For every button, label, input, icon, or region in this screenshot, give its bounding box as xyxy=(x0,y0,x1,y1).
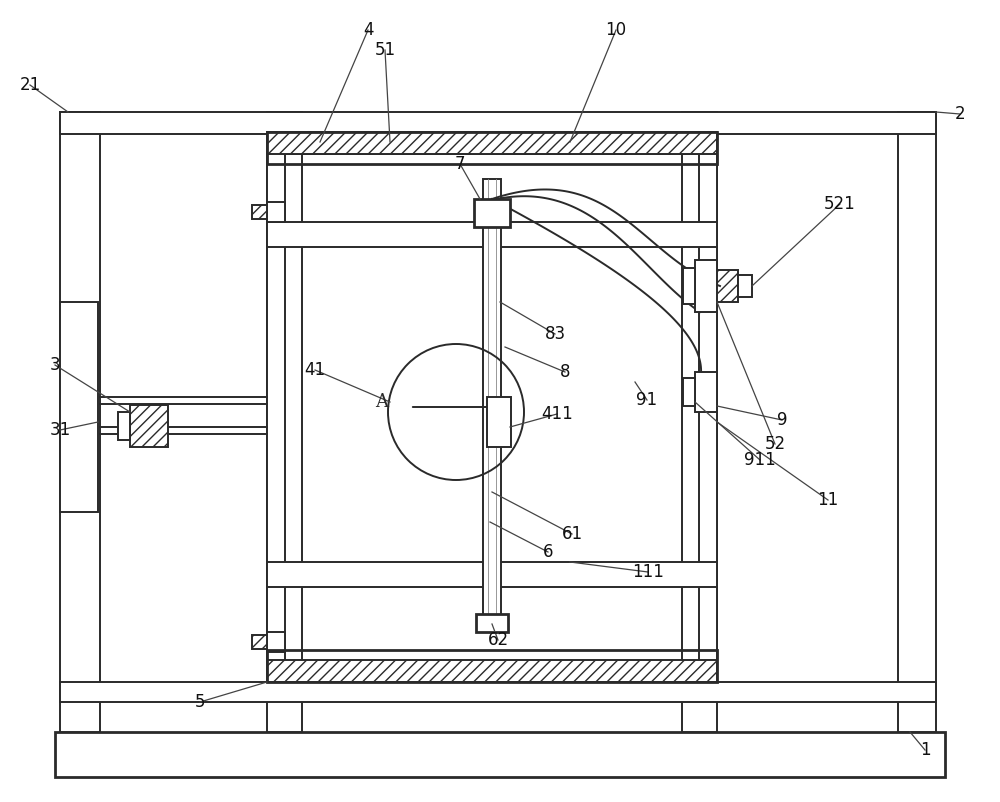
Text: 62: 62 xyxy=(487,631,509,649)
Text: 8: 8 xyxy=(560,363,570,381)
Bar xyxy=(695,260,717,312)
Bar xyxy=(683,268,695,304)
Bar xyxy=(267,202,285,222)
Bar xyxy=(476,614,508,632)
Bar xyxy=(55,732,945,777)
Text: 4: 4 xyxy=(363,21,373,39)
Text: 21: 21 xyxy=(19,76,41,94)
Text: 2: 2 xyxy=(955,105,965,123)
Text: 31: 31 xyxy=(49,421,71,439)
Bar xyxy=(267,222,717,247)
Bar xyxy=(898,112,936,732)
Text: 11: 11 xyxy=(817,491,839,509)
Text: 91: 91 xyxy=(636,391,658,409)
Text: 10: 10 xyxy=(605,21,627,39)
Bar xyxy=(60,112,936,134)
Bar xyxy=(252,635,267,649)
Text: 41: 41 xyxy=(304,361,326,379)
Text: 5: 5 xyxy=(195,693,205,711)
Bar xyxy=(483,179,501,624)
Bar xyxy=(700,270,738,302)
Text: A: A xyxy=(376,393,388,411)
Bar xyxy=(738,275,752,297)
Text: 1: 1 xyxy=(920,741,930,759)
Bar xyxy=(118,412,130,440)
Bar xyxy=(267,134,717,154)
Text: 7: 7 xyxy=(455,155,465,173)
Text: 6: 6 xyxy=(543,543,553,561)
Bar xyxy=(682,112,717,732)
Bar xyxy=(487,397,511,447)
Text: 111: 111 xyxy=(632,563,664,581)
Text: 61: 61 xyxy=(561,525,583,543)
Bar xyxy=(252,205,267,219)
Bar xyxy=(699,134,717,682)
Bar xyxy=(267,112,302,732)
Bar xyxy=(130,405,168,447)
Bar xyxy=(695,372,717,412)
Text: 521: 521 xyxy=(824,195,856,213)
Bar xyxy=(267,134,285,682)
Text: 51: 51 xyxy=(374,41,396,59)
Text: 911: 911 xyxy=(744,451,776,469)
Text: 3: 3 xyxy=(50,356,60,374)
Bar xyxy=(267,562,717,587)
Text: 9: 9 xyxy=(777,411,787,429)
Bar xyxy=(267,660,717,682)
Bar xyxy=(267,650,717,682)
Bar xyxy=(60,302,98,512)
Text: 411: 411 xyxy=(541,405,573,423)
Bar xyxy=(267,132,717,164)
Bar xyxy=(683,378,695,406)
Bar xyxy=(474,199,510,227)
Bar xyxy=(60,112,100,732)
Bar xyxy=(267,132,717,154)
Text: 83: 83 xyxy=(544,325,566,343)
Bar xyxy=(267,662,717,682)
Bar xyxy=(60,682,936,702)
Text: 52: 52 xyxy=(764,435,786,453)
Bar xyxy=(267,632,285,652)
